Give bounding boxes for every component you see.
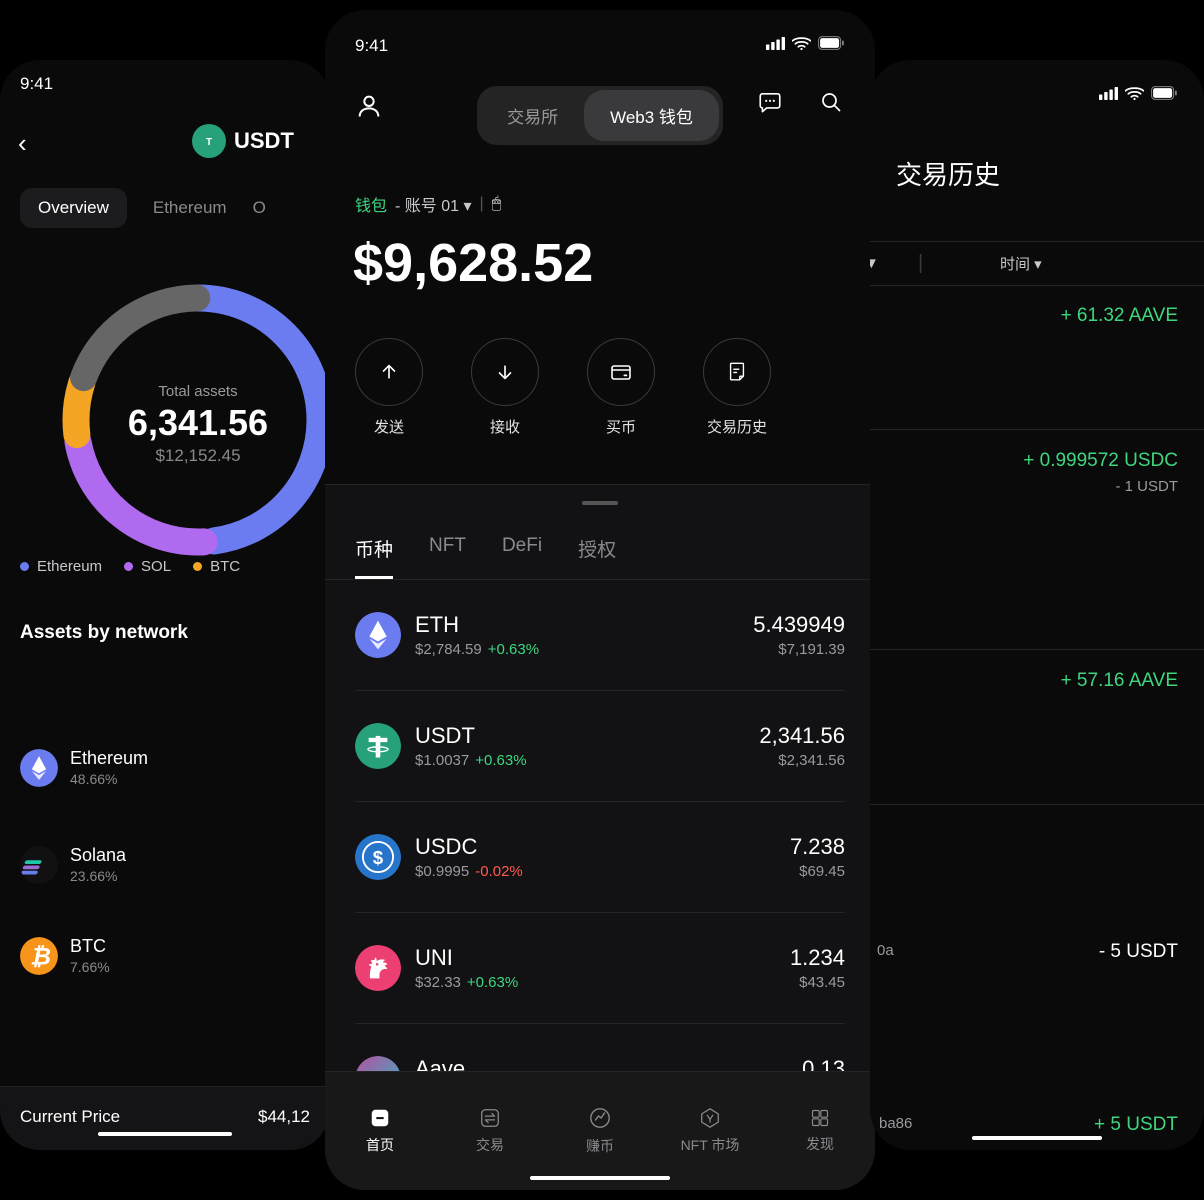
svg-text:T: T xyxy=(206,137,212,148)
svg-text:₿: ₿ xyxy=(30,943,51,970)
svg-text:$: $ xyxy=(373,847,384,868)
